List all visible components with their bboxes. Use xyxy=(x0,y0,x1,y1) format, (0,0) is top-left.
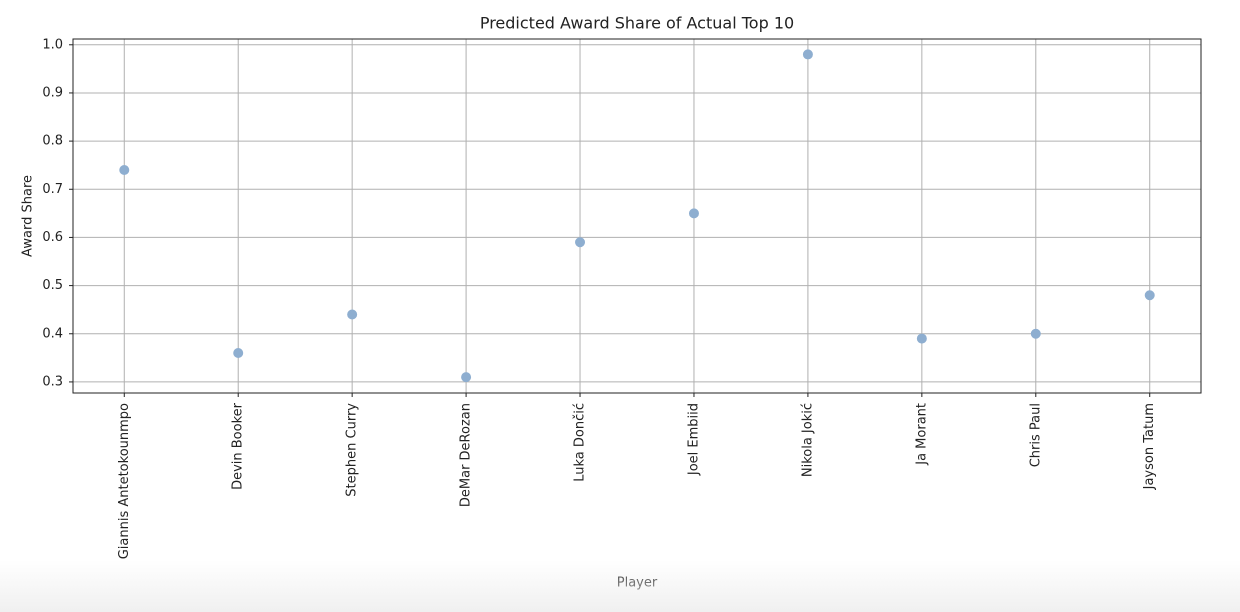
point xyxy=(233,348,244,359)
y-tick-label: 0.6 xyxy=(42,230,63,245)
y-axis-label: Award Share xyxy=(21,175,36,257)
point xyxy=(461,372,472,383)
plot-frame xyxy=(72,38,1202,394)
point xyxy=(1030,328,1041,339)
y-tick-label: 0.9 xyxy=(42,85,63,100)
x-tick-label: Luka Dončić xyxy=(573,403,588,482)
x-tick-label: Devin Booker xyxy=(231,402,246,490)
x-tick-label: Giannis Antetokounmpo xyxy=(117,403,132,559)
point xyxy=(916,333,927,344)
x-tick-label: Joel Embiid xyxy=(686,403,701,476)
point xyxy=(347,309,358,320)
y-tick-label: 0.8 xyxy=(42,134,63,149)
point xyxy=(688,208,699,219)
chart-title: Predicted Award Share of Actual Top 10 xyxy=(480,14,794,33)
point xyxy=(1144,290,1155,301)
x-tick-label: Chris Paul xyxy=(1028,403,1043,467)
point xyxy=(119,165,130,176)
point xyxy=(802,49,813,60)
point xyxy=(575,237,586,248)
y-tick-label: 0.7 xyxy=(42,182,63,197)
x-tick-label: DeMar DeRozan xyxy=(459,403,474,507)
x-tick-label: Nikola Jokić xyxy=(800,403,815,477)
x-axis-label: Player xyxy=(617,576,658,591)
y-tick-label: 1.0 xyxy=(42,37,63,52)
x-tick-label: Ja Morant xyxy=(914,403,929,466)
y-tick-label: 0.4 xyxy=(42,326,63,341)
x-tick-label: Jayson Tatum xyxy=(1142,403,1157,490)
y-tick-label: 0.5 xyxy=(42,278,63,293)
y-tick-label: 0.3 xyxy=(42,374,63,389)
x-tick-label: Stephen Curry xyxy=(345,403,360,497)
